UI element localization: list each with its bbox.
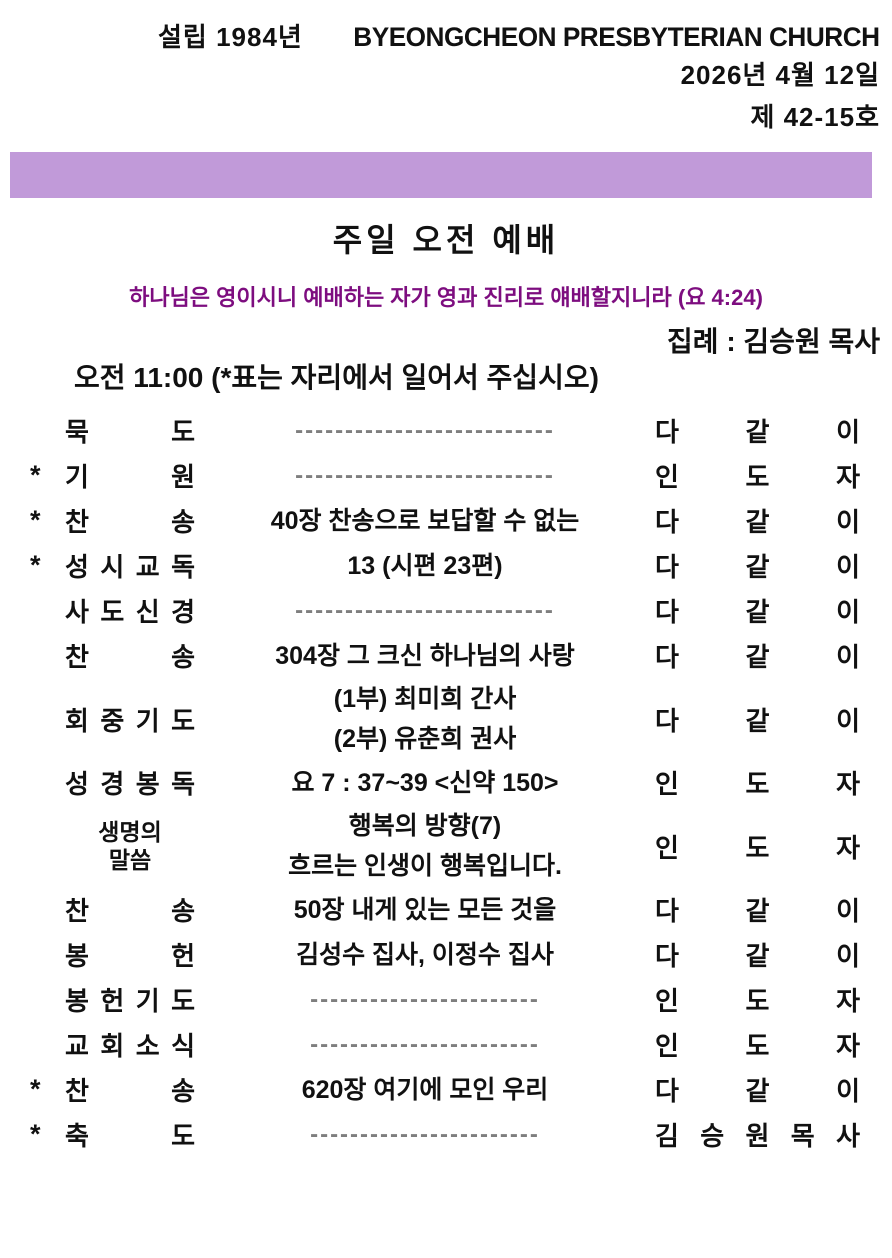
- order-row-responsive-reading: * 성 시 교 독 13 (시편 23편) 다 같 이: [0, 543, 892, 588]
- item-performer: 인 도 자: [655, 986, 860, 1016]
- star-marker: *: [30, 460, 41, 490]
- item-content: 620장 여기에 모인 우리: [301, 1075, 549, 1104]
- officiant-line: 집례 : 김승원 목사: [667, 326, 880, 357]
- scripture-verse: 하나님은 영이시니 예배하는 자가 영과 진리로 얘배할지니라 (요 4:24): [129, 285, 763, 310]
- item-performer: 다 같 이: [655, 941, 860, 971]
- item-content: 13 (시편 23편): [347, 551, 503, 580]
- service-title: 주일 오전 예배: [332, 222, 560, 258]
- item-content-line: (1부) 최미희 간사: [333, 685, 517, 713]
- item-title-line: 말씀: [108, 847, 152, 873]
- item-content-line: 흐르는 인생이 행복입니다.: [288, 852, 562, 880]
- issue-date: 2026년 4월 12일: [680, 60, 880, 90]
- order-row-scripture-reading: 성 경 봉 독 요 7 : 37~39 <신약 150> 인 도 자: [0, 760, 892, 805]
- star-marker: *: [30, 550, 41, 580]
- item-content: 50장 내게 있는 모든 것을: [293, 895, 557, 924]
- order-row-hymn-40: * 찬 송 40장 찬송으로 보답할 수 없는 다 같 이: [0, 498, 892, 543]
- item-title: 봉 헌: [65, 941, 195, 971]
- item-performer: 다 같 이: [655, 507, 860, 537]
- item-title: 찬 송: [65, 1076, 195, 1106]
- item-title: 회 중 기 도: [65, 705, 195, 736]
- item-content-line: 행복의 방향(7): [348, 812, 502, 840]
- item-title-line: 생명의: [98, 819, 162, 845]
- item-performer: 인 도 자: [655, 462, 860, 492]
- item-title: 찬 송: [65, 642, 195, 672]
- item-performer: 다 같 이: [655, 1076, 860, 1106]
- item-content: --------------------------: [295, 596, 555, 624]
- order-row-invocation: * 기 원 -------------------------- 인 도 자: [0, 453, 892, 498]
- issue-number: 제 42-15호: [750, 102, 880, 132]
- item-performer: 인 도 자: [655, 1031, 860, 1061]
- item-content: 304장 그 크신 하나님의 사랑: [275, 641, 575, 670]
- item-performer: 다 같 이: [655, 597, 860, 627]
- item-content: 40장 찬송으로 보답할 수 없는: [270, 506, 580, 535]
- order-row-congregational-prayer: 회 중 기 도 (1부) 최미희 간사 (2부) 유춘희 권사 다 같 이: [0, 678, 892, 760]
- order-row-benediction: * 축 도 ----------------------- 김 승 원 목 사: [0, 1112, 892, 1157]
- banner-bar: [10, 152, 872, 198]
- order-row-offering: 봉 헌 김성수 집사, 이정수 집사 다 같 이: [0, 932, 892, 977]
- item-title: 찬 송: [65, 896, 195, 926]
- item-content: --------------------------: [295, 416, 555, 444]
- item-content: 행복의 방향(7) 흐르는 인생이 행복입니다.: [195, 806, 655, 886]
- item-content: (1부) 최미희 간사 (2부) 유춘희 권사: [195, 679, 655, 759]
- item-performer: 다 같 이: [655, 896, 860, 926]
- star-marker: *: [30, 505, 41, 535]
- star-marker: *: [30, 1074, 41, 1104]
- founded-year: 설립 1984년: [158, 22, 303, 52]
- item-content: 김성수 집사, 이정수 집사: [296, 940, 554, 969]
- item-content: 요 7 : 37~39 <신약 150>: [291, 768, 559, 797]
- item-content-line: (2부) 유춘희 권사: [333, 725, 517, 753]
- order-row-hymn-620: * 찬 송 620장 여기에 모인 우리 다 같 이: [0, 1067, 892, 1112]
- order-row-hymn-304: 찬 송 304장 그 크신 하나님의 사랑 다 같 이: [0, 633, 892, 678]
- item-performer: 다 같 이: [655, 417, 860, 447]
- item-performer: 다 같 이: [655, 642, 860, 672]
- item-title: 묵 도: [65, 417, 195, 447]
- order-row-sermon: 생명의 말씀 행복의 방향(7) 흐르는 인생이 행복입니다. 인 도 자: [0, 805, 892, 887]
- time-note: 오전 11:00 (*표는 자리에서 일어서 주십시오): [74, 362, 599, 393]
- order-row-announcements: 교 회 소 식 ----------------------- 인 도 자: [0, 1022, 892, 1067]
- item-title: 성 경 봉 독: [65, 769, 195, 799]
- order-row-hymn-50: 찬 송 50장 내게 있는 모든 것을 다 같 이: [0, 887, 892, 932]
- item-title: 사 도 신 경: [65, 597, 195, 627]
- header: 설립 1984년 BYEONGCHEON PRESBYTERIAN CHURCH…: [0, 0, 892, 138]
- item-performer: 김 승 원 목 사: [655, 1121, 860, 1151]
- order-row-offering-prayer: 봉 헌 기 도 ----------------------- 인 도 자: [0, 977, 892, 1022]
- star-marker: *: [30, 1119, 41, 1149]
- item-content: -----------------------: [310, 1120, 540, 1148]
- item-performer: 다 같 이: [655, 552, 860, 582]
- worship-order-list: 묵 도 -------------------------- 다 같 이 * 기…: [0, 408, 892, 1157]
- church-name: BYEONGCHEON PRESBYTERIAN CHURCH: [353, 22, 881, 52]
- item-performer: 인 도 자: [655, 832, 860, 863]
- item-title: 봉 헌 기 도: [65, 986, 195, 1016]
- item-performer: 인 도 자: [655, 769, 860, 799]
- item-title: 성 시 교 독: [65, 552, 195, 582]
- item-content: -----------------------: [310, 985, 540, 1013]
- header-top-line: 설립 1984년 BYEONGCHEON PRESBYTERIAN CHURCH: [0, 20, 880, 54]
- order-row-silent-prayer: 묵 도 -------------------------- 다 같 이: [0, 408, 892, 453]
- item-title: 교 회 소 식: [65, 1031, 195, 1061]
- item-title: 축 도: [65, 1121, 195, 1151]
- item-title: 생명의 말씀: [65, 818, 195, 874]
- item-title: 찬 송: [65, 507, 195, 537]
- item-content: -----------------------: [310, 1030, 540, 1058]
- item-performer: 다 같 이: [655, 705, 860, 736]
- order-row-apostles-creed: 사 도 신 경 -------------------------- 다 같 이: [0, 588, 892, 633]
- item-title: 기 원: [65, 462, 195, 492]
- item-content: --------------------------: [295, 461, 555, 489]
